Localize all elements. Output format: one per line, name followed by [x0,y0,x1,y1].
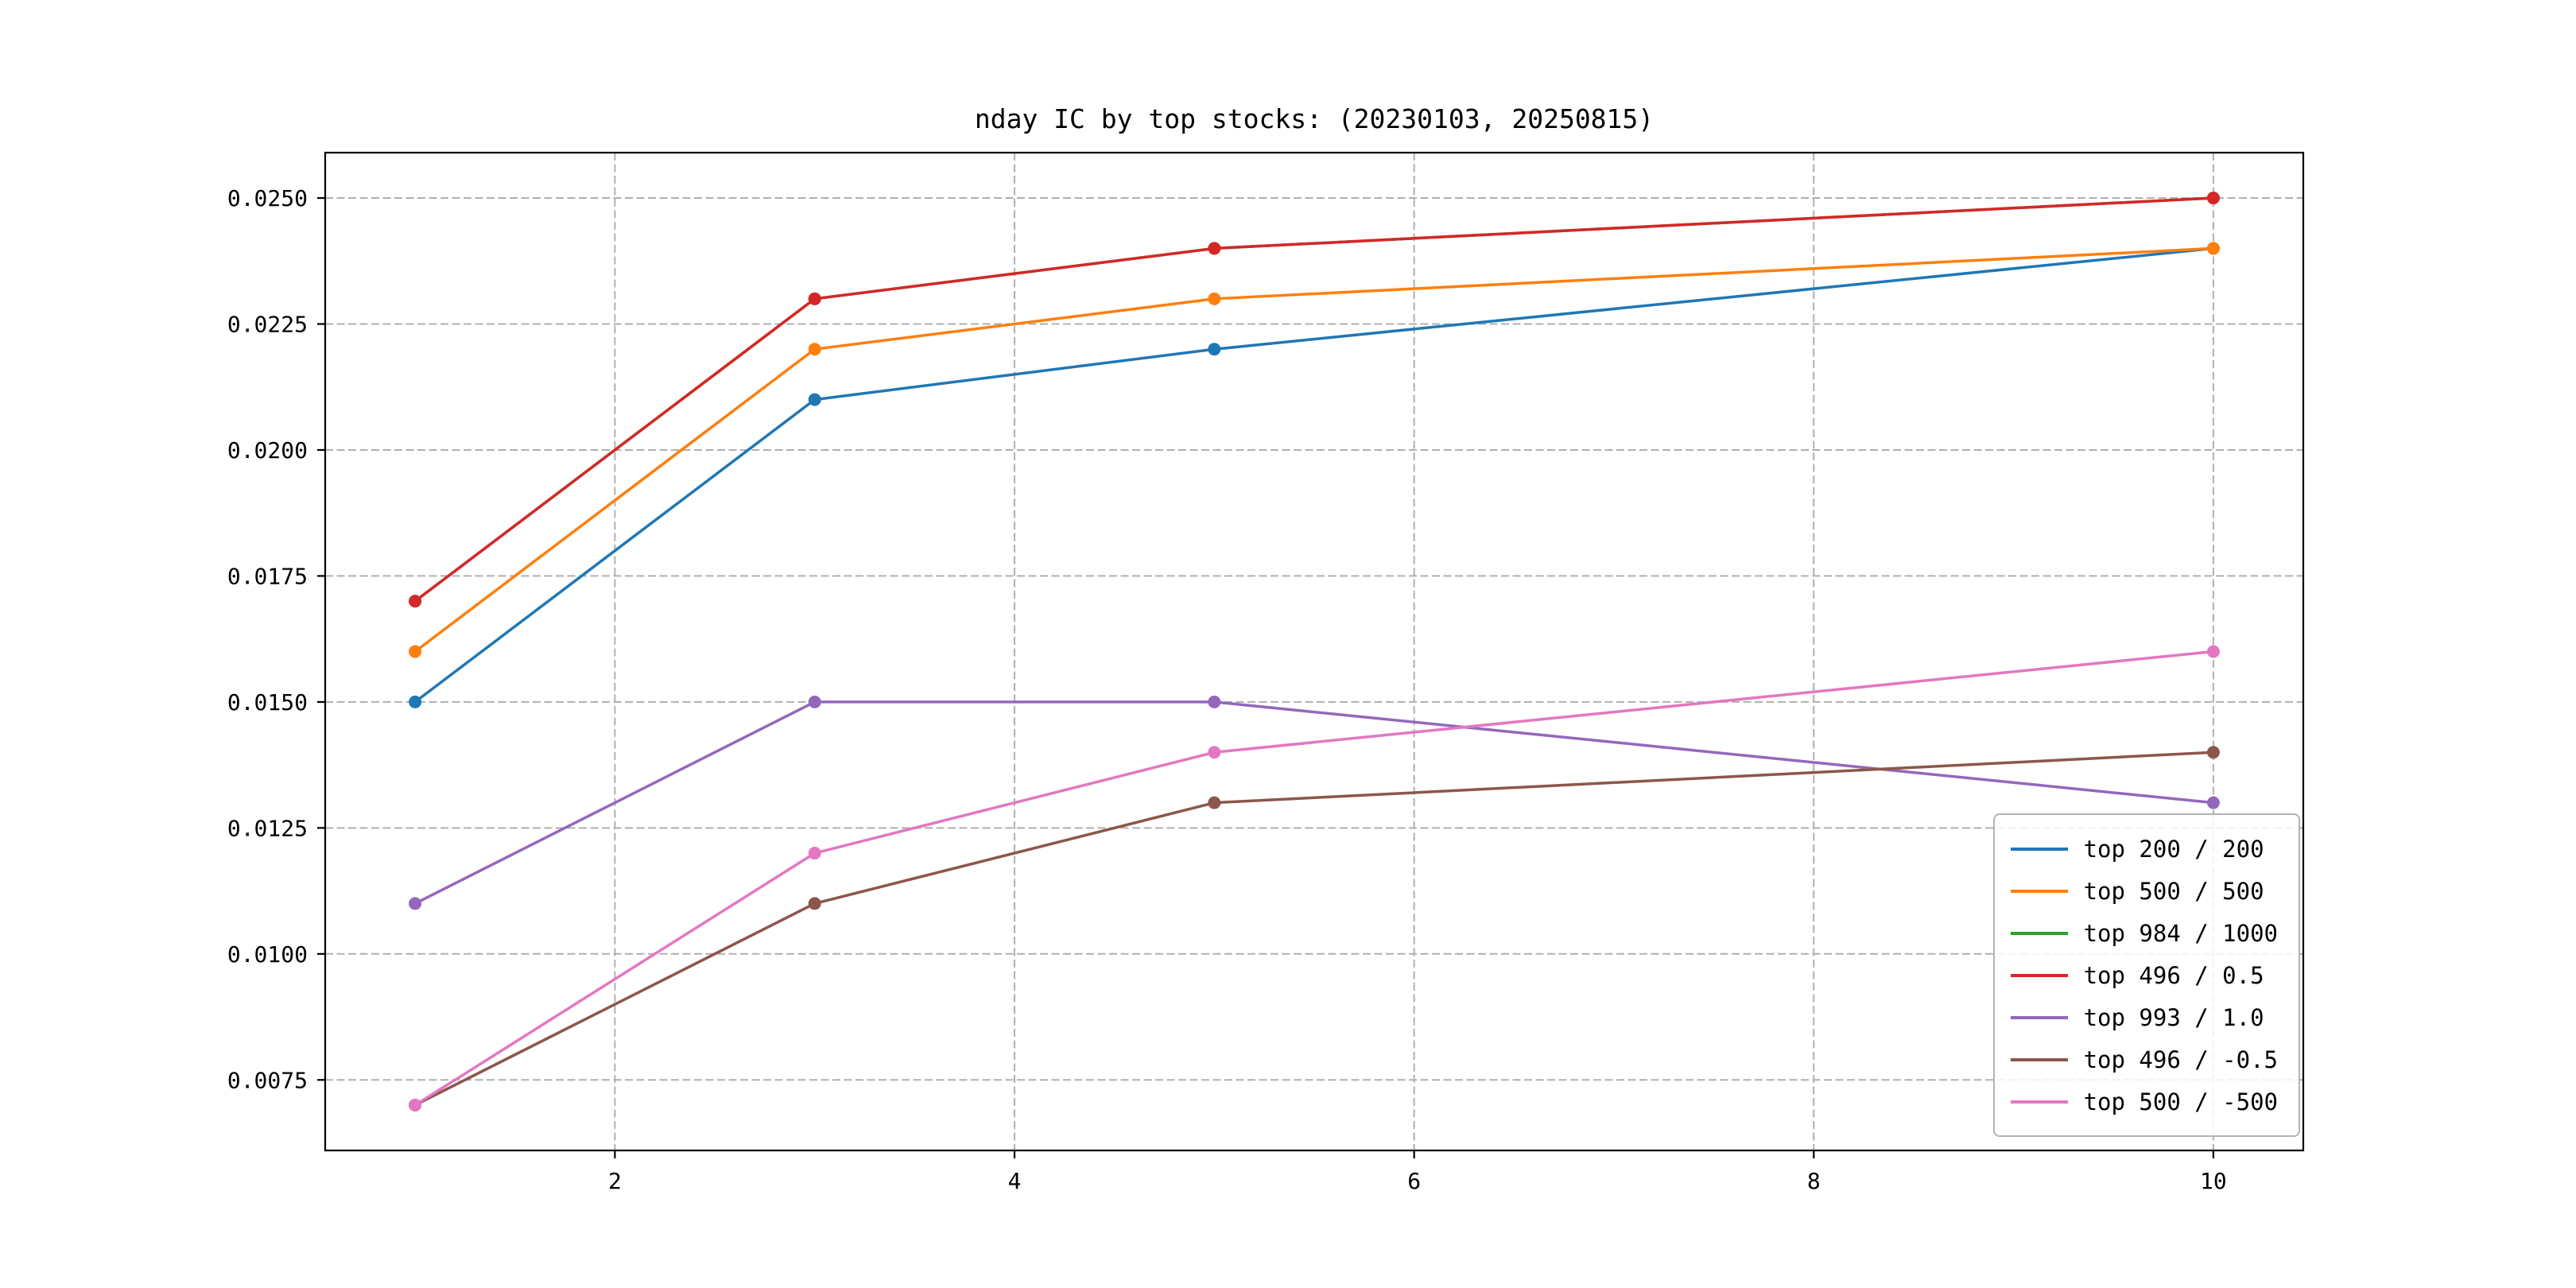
series-marker [808,343,821,356]
legend-label: top 984 / 1000 [2083,919,2278,947]
legend-label: top 500 / -500 [2083,1088,2278,1115]
series-marker [808,292,821,305]
series-line-6 [414,751,2213,1107]
series-marker [1208,242,1221,255]
y-tick-label: 0.0200 [227,437,308,464]
y-tick-label: 0.0125 [227,815,308,841]
legend-label: top 496 / -0.5 [2083,1046,2278,1073]
y-tick-label: 0.0225 [227,312,308,338]
series-marker [1208,796,1221,809]
series-marker [808,847,821,860]
series-marker [808,695,821,708]
series-line-3 [414,196,2213,603]
series-marker [2206,645,2220,658]
series-marker [1208,343,1221,356]
legend-item: top 200 / 200 [2010,828,2278,870]
y-tick-label: 0.0250 [227,185,308,211]
y-tick-label: 0.0175 [227,563,308,589]
legend-item: top 496 / -0.5 [2010,1038,2278,1080]
legend: top 200 / 200 top 500 / 500 top 984 / 1000… [1992,813,2300,1137]
legend-label: top 993 / 1.0 [2083,1003,2264,1031]
legend-line-swatch [2010,1015,2068,1019]
legend-line-swatch [2010,973,2068,977]
series-marker [808,393,821,406]
legend-item: top 496 / 0.5 [2010,954,2278,996]
series-marker [1208,746,1221,759]
series-line-7 [414,650,2214,1107]
legend-line-swatch [2010,889,2068,893]
series-line-2 [414,246,2213,653]
x-tick-label: 4 [1008,1168,1022,1194]
series-marker [1208,292,1221,305]
series-marker [409,897,422,910]
legend-label: top 200 / 200 [2083,835,2264,863]
legend-item: top 500 / 500 [2010,870,2278,912]
x-tick-label: 8 [1807,1168,1821,1194]
x-tick-label: 6 [1407,1168,1421,1194]
series-marker [409,595,422,608]
series-line-5 [414,700,2214,905]
series-marker [409,1098,422,1111]
axes-border [324,151,2305,1152]
series-marker [2206,192,2220,205]
legend-line-swatch [2010,847,2068,851]
legend-line-swatch [2010,1100,2068,1104]
series-marker [409,695,422,708]
y-tick-label: 0.0075 [227,1067,308,1093]
legend-line-swatch [2010,931,2068,935]
series-line-4 [414,196,2213,603]
series-marker [409,645,422,658]
series-marker [2206,796,2220,809]
legend-item: top 500 / -500 [2010,1080,2278,1123]
y-tick-label: 0.0100 [227,941,308,968]
series-line-1 [414,246,2214,704]
legend-label: top 496 / 0.5 [2083,961,2264,989]
chart-title: nday IC by top stocks: (20230103, 202508… [974,103,1655,134]
series-marker [1208,695,1221,708]
legend-line-swatch [2010,1057,2068,1061]
legend-item: top 984 / 1000 [2010,912,2278,954]
x-tick-label: 2 [608,1168,622,1194]
series-marker [808,897,821,910]
series-marker [2206,242,2220,255]
legend-item: top 993 / 1.0 [2010,996,2278,1038]
legend-label: top 500 / 500 [2083,877,2264,905]
x-tick-label: 10 [2200,1168,2227,1194]
y-tick-label: 0.0150 [227,689,308,716]
series-marker [2206,746,2220,759]
